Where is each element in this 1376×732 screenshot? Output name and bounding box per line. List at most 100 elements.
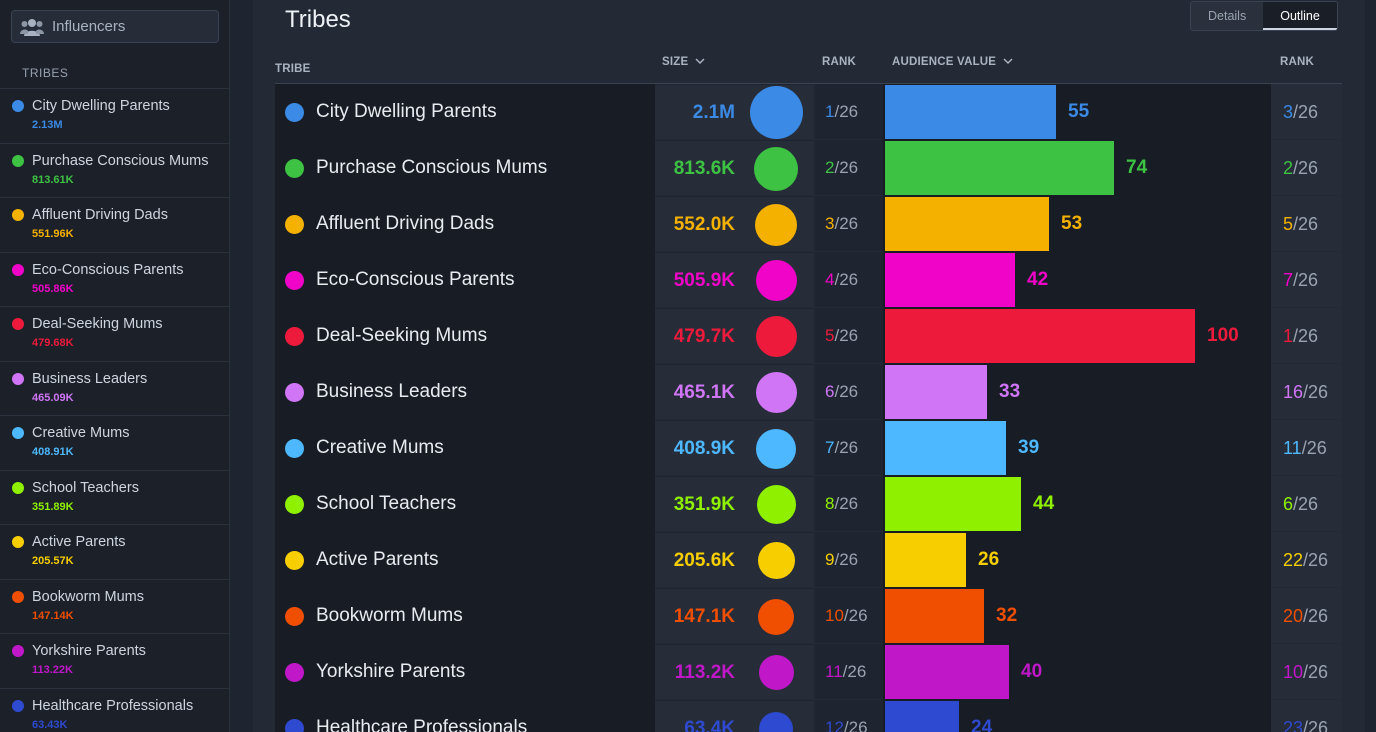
size-rank-total: /26: [834, 158, 859, 177]
page-title: Tribes: [285, 6, 351, 33]
audience-rank-number: 2: [1283, 158, 1294, 178]
size-value: 813.6K: [673, 158, 735, 179]
table-row[interactable]: City Dwelling Parents 2.1M 1/26 55 3/26: [275, 84, 1342, 140]
size-rank-total: /26: [834, 270, 859, 289]
audience-value-label: 42: [1027, 269, 1049, 290]
header-divider: [275, 83, 1342, 84]
table-row[interactable]: Yorkshire Parents 113.2K 11/26 40 10/26: [275, 644, 1342, 700]
tab-outline[interactable]: Outline: [1263, 2, 1337, 30]
tribe-name: Eco-Conscious Parents: [32, 261, 184, 278]
tribe-color-dot: [285, 103, 304, 122]
table-row[interactable]: Eco-Conscious Parents 505.9K 4/26 42 7/26: [275, 252, 1342, 308]
audience-value-bar: [885, 589, 984, 643]
tab-details[interactable]: Details: [1191, 2, 1264, 30]
audience-rank-cell: 3/26: [1271, 84, 1342, 139]
table-row[interactable]: Bookworm Mums 147.1K 10/26 32 20/26: [275, 588, 1342, 644]
sidebar-tribe-item[interactable]: Deal-Seeking Mums 479.68K: [0, 306, 229, 361]
audience-rank: 16/26: [1283, 382, 1328, 403]
audience-value-label: 40: [1021, 661, 1043, 682]
audience-value-cell: 100: [883, 308, 1271, 364]
table-row[interactable]: Deal-Seeking Mums 479.7K 5/26 100 1/26: [275, 308, 1342, 364]
tribes-table: City Dwelling Parents 2.1M 1/26 55 3/26 Purch…: [275, 84, 1342, 732]
users-icon: [20, 18, 44, 36]
tribe-name: School Teachers: [32, 479, 139, 496]
tribe-name: Bookworm Mums: [316, 605, 463, 626]
audience-value-label: 39: [1018, 437, 1040, 458]
size-rank: 7/26: [825, 438, 858, 458]
sidebar-tribe-item[interactable]: Purchase Conscious Mums 813.61K: [0, 142, 229, 198]
audience-rank-cell: 10/26: [1271, 644, 1342, 699]
sidebar-tribe-item[interactable]: School Teachers 351.89K: [0, 469, 229, 525]
tribe-name: Bookworm Mums: [32, 588, 144, 605]
audience-value-bar: [885, 85, 1056, 139]
column-header-tribe[interactable]: TRIBE: [275, 63, 311, 75]
audience-rank-cell: 16/26: [1271, 364, 1342, 419]
size-rank-number: 4: [825, 270, 835, 289]
audience-rank-cell: 23/26: [1271, 700, 1342, 732]
sidebar-tribe-item[interactable]: Creative Mums 408.91K: [0, 415, 229, 470]
tribe-size: 205.57K: [32, 555, 74, 567]
tribe-color-dot: [12, 100, 24, 112]
table-row[interactable]: Purchase Conscious Mums 813.6K 2/26 74 2/26: [275, 140, 1342, 196]
size-value: 552.0K: [673, 214, 735, 235]
tribe-color-dot: [285, 215, 304, 234]
audience-value-cell: 53: [883, 196, 1271, 252]
audience-value-cell: 33: [883, 364, 1271, 420]
audience-rank-total: /26: [1303, 718, 1329, 732]
size-rank: 10/26: [825, 606, 868, 626]
column-header-audience-rank[interactable]: RANK: [1280, 56, 1315, 68]
size-rank-cell: 11/26: [815, 644, 883, 699]
sidebar-tribe-item[interactable]: Active Parents 205.57K: [0, 524, 229, 579]
tribe-color-dot: [12, 590, 24, 603]
size-rank-cell: 8/26: [815, 476, 883, 531]
table-row[interactable]: Healthcare Professionals 63.4K 12/26 24 23/2…: [275, 700, 1342, 732]
audience-value-bar: [885, 421, 1006, 475]
audience-value-bar: [885, 477, 1021, 531]
size-circle: [755, 316, 797, 357]
audience-rank-number: 7: [1283, 270, 1294, 290]
tribe-cell: Healthcare Professionals: [275, 700, 655, 732]
tribe-color-dot: [285, 495, 304, 514]
size-cell: 505.9K: [655, 252, 813, 307]
table-row[interactable]: Business Leaders 465.1K 6/26 33 16/26: [275, 364, 1342, 420]
table-row[interactable]: Affluent Driving Dads 552.0K 3/26 53 5/26: [275, 196, 1342, 252]
audience-rank-number: 3: [1283, 102, 1294, 122]
sidebar-tribe-item[interactable]: Affluent Driving Dads 551.96K: [0, 197, 229, 252]
main-panel: Tribes Details Outline TRIBE SIZE RANK A…: [253, 0, 1365, 732]
audience-rank-number: 16: [1283, 382, 1304, 402]
audience-value-label: 74: [1126, 157, 1148, 178]
sidebar-tribe-item[interactable]: Business Leaders 465.09K: [0, 360, 229, 416]
size-circle: [755, 203, 797, 246]
table-row[interactable]: Creative Mums 408.9K 7/26 39 11/26: [275, 420, 1342, 476]
sidebar-tribe-item[interactable]: Eco-Conscious Parents 505.86K: [0, 251, 229, 307]
influencers-button[interactable]: Influencers: [11, 10, 219, 43]
tribe-color-dot: [285, 271, 304, 290]
table-row[interactable]: Active Parents 205.6K 9/26 26 22/26: [275, 532, 1342, 588]
size-rank-total: /26: [834, 326, 859, 345]
size-rank-number: 7: [825, 438, 835, 457]
audience-value-cell: 32: [883, 588, 1271, 644]
sidebar-tribe-item[interactable]: City Dwelling Parents 2.13M: [0, 88, 229, 143]
tribe-name: Deal-Seeking Mums: [316, 325, 488, 346]
sidebar-tribe-item[interactable]: Yorkshire Parents 113.22K: [0, 633, 229, 688]
column-header-rank[interactable]: RANK: [822, 56, 857, 68]
size-cell: 408.9K: [655, 420, 813, 475]
audience-rank-number: 5: [1283, 214, 1294, 234]
sidebar-tribe-item[interactable]: Bookworm Mums 147.14K: [0, 578, 229, 634]
size-rank-number: 5: [825, 326, 835, 345]
size-cell: 465.1K: [655, 364, 813, 419]
tribe-cell: School Teachers: [275, 476, 655, 532]
size-rank-total: /26: [843, 718, 868, 732]
column-header-audience-value[interactable]: AUDIENCE VALUE: [892, 56, 1013, 68]
size-rank-cell: 7/26: [815, 420, 883, 475]
tribe-size: 351.89K: [32, 500, 74, 513]
audience-rank-total: /26: [1293, 326, 1319, 346]
sidebar-tribe-item[interactable]: Healthcare Professionals 63.43K: [0, 687, 229, 732]
column-header-size[interactable]: SIZE: [662, 56, 705, 68]
audience-rank-total: /26: [1293, 494, 1319, 514]
tribe-color-dot: [12, 699, 24, 712]
tribe-name: Creative Mums: [316, 437, 444, 458]
table-row[interactable]: School Teachers 351.9K 8/26 44 6/26: [275, 476, 1342, 532]
size-rank-number: 2: [825, 158, 835, 177]
tribe-size: 2.13M: [32, 119, 63, 131]
